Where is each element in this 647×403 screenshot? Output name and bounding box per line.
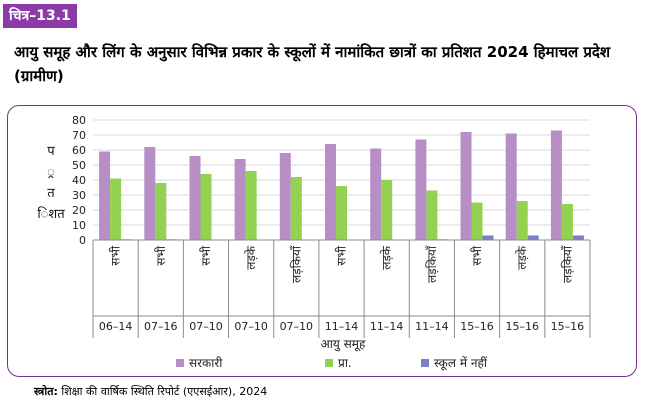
bar (426, 191, 437, 241)
y-axis-label: िशत (37, 206, 65, 222)
bar (528, 236, 539, 241)
bar (246, 171, 257, 240)
bar (483, 236, 494, 241)
x-tick-label: सभी (109, 245, 123, 266)
y-tick-label: 80 (72, 114, 86, 127)
bar (201, 174, 212, 240)
bar (110, 179, 121, 241)
y-tick-label: 10 (72, 219, 86, 232)
bar (336, 186, 347, 240)
bar (280, 153, 291, 240)
y-tick-label: 60 (72, 144, 86, 157)
x-tick-label: सभी (199, 245, 213, 266)
x-tick-label: सभी (154, 245, 168, 266)
x-tick-label: सभी (335, 245, 349, 266)
bar (381, 180, 392, 240)
bar (325, 144, 336, 240)
y-tick-label: 50 (72, 159, 86, 172)
bar (573, 236, 584, 241)
age-group-label: 11–14 (370, 320, 404, 333)
age-group-label: 06–14 (99, 320, 133, 333)
bar (155, 183, 166, 240)
source-note: स्त्रोत: शिक्षा की वार्षिक स्थिति रिपोर्… (34, 384, 267, 399)
legend-label: स्कूल में नहीं (434, 356, 488, 371)
legend-label: प्रा. (338, 356, 352, 370)
bar (517, 201, 528, 240)
age-group-label: 07–10 (234, 320, 268, 333)
bar-chart: 0 10 20 30 40 50 60 70 80 प्र तिशत सभी सभी सभी लड़के लड… (0, 0, 647, 403)
x-tick-label: लड़के (244, 245, 258, 270)
x-tick-label: सभी (470, 245, 484, 266)
x-tick-label: लड़कियाँ (289, 245, 303, 283)
bar (370, 149, 381, 241)
age-group-label: 11–14 (325, 320, 359, 333)
age-group-label: 15–16 (551, 320, 585, 333)
legend-label: सरकारी (189, 356, 223, 370)
source-label: स्त्रोत: (34, 385, 58, 398)
age-group-label: 15–16 (505, 320, 539, 333)
y-tick-label: 30 (72, 189, 86, 202)
bar (472, 203, 483, 241)
age-group-label: 15–16 (460, 320, 494, 333)
y-tick-label: 20 (72, 204, 86, 217)
age-group-label: 07–10 (280, 320, 314, 333)
legend-swatch (421, 359, 429, 367)
y-axis-label: प (47, 144, 55, 159)
x-tick-label: लड़कियाँ (560, 245, 574, 283)
x-tick-label: लड़के (515, 245, 529, 270)
y-tick-label: 40 (72, 174, 86, 187)
x-tick-label: लड़के (380, 245, 394, 270)
bar (190, 156, 201, 240)
age-group-label: 07–10 (189, 320, 223, 333)
legend-swatch (325, 359, 333, 367)
x-axis-label: आयु समूह (321, 337, 366, 352)
age-group-label: 07–16 (144, 320, 178, 333)
y-tick-label: 70 (72, 129, 86, 142)
bar (99, 152, 110, 241)
source-text: शिक्षा की वार्षिक स्थिति रिपोर्ट (एएसईआर… (61, 385, 267, 398)
bar (291, 177, 302, 240)
x-tick-label: लड़कियाँ (425, 245, 439, 283)
bar (551, 131, 562, 241)
bar (144, 147, 155, 240)
y-tick-label: 0 (79, 234, 86, 247)
y-axis-label: ्र (47, 165, 55, 180)
age-group-label: 11–14 (415, 320, 449, 333)
bar (415, 140, 426, 241)
y-axis-label: त (47, 186, 55, 201)
legend-swatch (176, 359, 184, 367)
bar (506, 134, 517, 241)
bar (235, 159, 246, 240)
bar (461, 132, 472, 240)
bar (562, 204, 573, 240)
